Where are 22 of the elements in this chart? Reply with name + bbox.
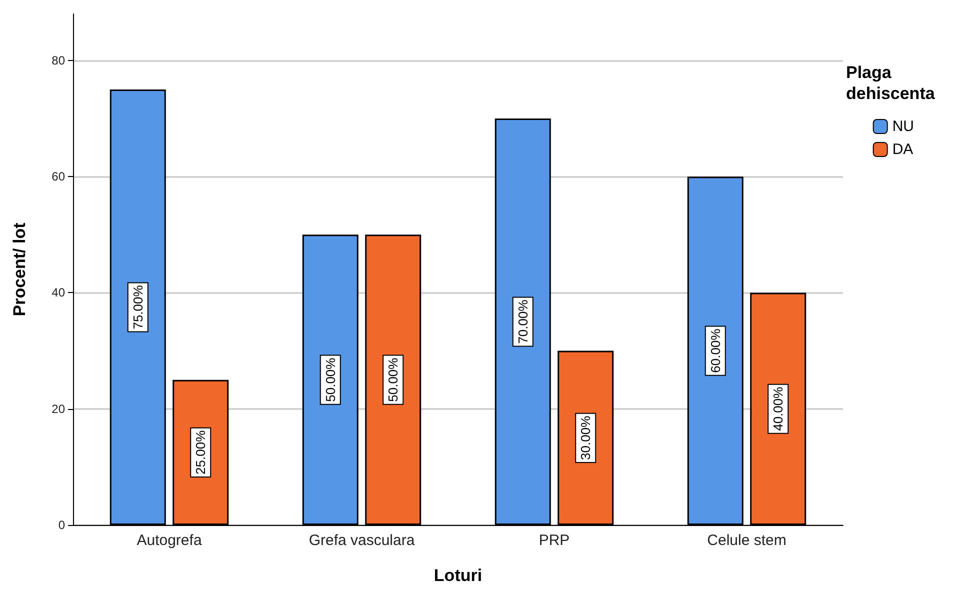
- x-tick-label: PRP: [538, 532, 570, 549]
- legend-title: Plaga dehiscenta: [846, 63, 936, 103]
- data-label: 25.00%: [193, 430, 208, 474]
- x-tick-label: Grefa vasculara: [308, 532, 416, 549]
- legend-label: DA: [892, 141, 914, 158]
- data-label: 70.00%: [515, 299, 530, 344]
- x-tick-label: Autogrefa: [136, 532, 202, 549]
- data-label: 30.00%: [578, 415, 594, 460]
- y-axis-title: Procent/ lot: [10, 222, 29, 316]
- y-tick-label: 20: [52, 402, 66, 416]
- data-label: 50.00%: [386, 357, 401, 402]
- y-tick-label: 40: [52, 286, 66, 300]
- y-tick-label: 60: [52, 170, 66, 184]
- y-tick-label: 80: [52, 53, 66, 68]
- data-label: 50.00%: [322, 357, 338, 402]
- x-axis-title: Loturi: [434, 566, 482, 585]
- legend-label: NU: [892, 118, 914, 135]
- x-tick-label: Celule stem: [707, 532, 786, 549]
- data-label: 40.00%: [770, 386, 786, 431]
- data-label: 60.00%: [708, 328, 723, 373]
- y-tick-label: 0: [58, 518, 66, 532]
- data-label: 75.00%: [130, 284, 146, 330]
